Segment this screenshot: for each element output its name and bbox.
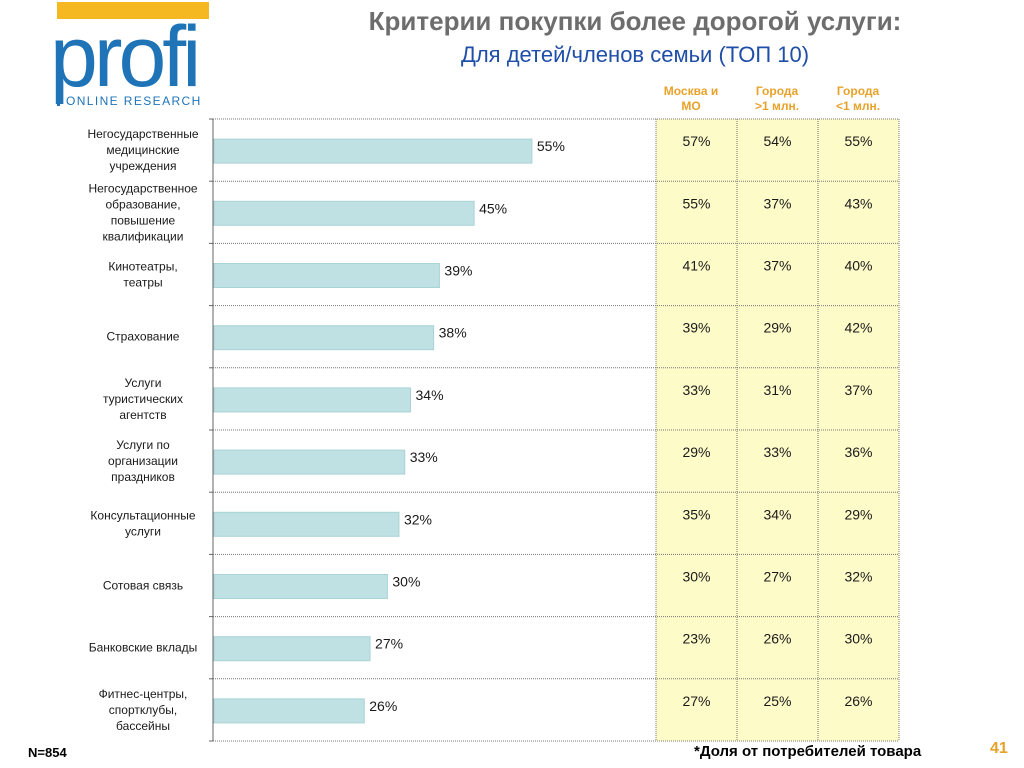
bar — [213, 387, 412, 413]
table-cell: 55% — [844, 133, 872, 149]
table-cell: 36% — [844, 444, 872, 460]
table-cell: 29% — [844, 506, 872, 522]
category-label: Услуги по — [116, 438, 170, 452]
category-label: Кинотеатры, — [108, 260, 177, 274]
category-label: повышение — [111, 213, 176, 227]
table-cell: 23% — [682, 631, 710, 647]
category-label: Услуги — [125, 376, 162, 390]
table-cell: 26% — [844, 693, 872, 709]
table-cell: 57% — [682, 133, 710, 149]
logo-wordmark: profi — [50, 9, 201, 105]
bar-value-label: 34% — [416, 387, 444, 403]
table-cell: 32% — [844, 569, 872, 585]
slide-subtitle: Для детей/членов семьи (ТОП 10) — [460, 42, 810, 67]
category-label: услуги — [125, 524, 161, 538]
category-label: Сотовая связь — [103, 579, 183, 593]
table-cell: 29% — [682, 444, 710, 460]
bar-value-label: 39% — [444, 263, 472, 279]
table-cell: 37% — [763, 195, 791, 211]
column-header-big-cities: Города >1 млн. — [754, 84, 800, 113]
logo-subtitle: ONLINE RESEARCH — [66, 94, 202, 108]
table-cell: 30% — [682, 569, 710, 585]
category-label: агентств — [119, 408, 166, 422]
sample-size: N=854 — [28, 745, 67, 760]
bar-value-label: 32% — [404, 511, 432, 527]
bar-value-label: 30% — [392, 574, 420, 590]
category-label: Страхование — [107, 330, 180, 344]
bar — [213, 511, 400, 537]
category-label: Негосударственное — [88, 181, 197, 195]
category-label: спортклубы, — [109, 703, 177, 717]
table-cell: 27% — [763, 569, 791, 585]
bar — [213, 698, 365, 724]
bar-value-label: 45% — [479, 200, 507, 216]
bar — [213, 636, 371, 662]
category-label: театры — [123, 276, 162, 290]
table-cell: 54% — [763, 133, 791, 149]
table-cell: 25% — [763, 693, 791, 709]
table-cell: 33% — [682, 382, 710, 398]
bar — [213, 263, 440, 288]
table-cell: 31% — [763, 382, 791, 398]
category-label: Консультационные — [90, 508, 196, 522]
category-label: медицинские — [106, 143, 180, 157]
category-label: Негосударственные — [87, 127, 198, 141]
category-label: Банковские вклады — [89, 641, 198, 655]
table-cell: 55% — [682, 195, 710, 211]
category-label: учреждения — [110, 159, 177, 173]
table-cell: 35% — [682, 506, 710, 522]
logo-bar — [57, 2, 209, 19]
footnote: *Доля от потребителей товара — [694, 743, 922, 760]
table-cell: 30% — [844, 631, 872, 647]
bar — [213, 574, 388, 599]
bar — [213, 325, 435, 351]
bar-value-label: 27% — [375, 636, 403, 652]
bar-value-label: 26% — [369, 698, 397, 714]
table-cell: 37% — [844, 382, 872, 398]
category-label: праздников — [111, 470, 175, 484]
table-cell: 40% — [844, 258, 872, 274]
bar-value-label: 38% — [439, 325, 467, 341]
category-label: бассейны — [116, 719, 170, 733]
bar-value-label: 55% — [537, 138, 565, 154]
category-label: Фитнес-центры, — [99, 687, 188, 701]
logo-rule — [57, 92, 60, 106]
page-number: 41 — [990, 740, 1008, 757]
bar — [213, 449, 406, 475]
table-cell: 43% — [844, 195, 872, 211]
table-cell: 33% — [763, 444, 791, 460]
table-cell: 34% — [763, 506, 791, 522]
table-cell: 37% — [763, 258, 791, 274]
category-label: организации — [108, 454, 178, 468]
slide-title: Критерии покупки более дорогой услуги: — [368, 6, 902, 36]
table-cell: 39% — [682, 320, 710, 336]
category-label: образование, — [105, 197, 180, 211]
table-cell: 26% — [763, 631, 791, 647]
table-cell: 27% — [682, 693, 710, 709]
table-cell: 42% — [844, 320, 872, 336]
table-cell: 41% — [682, 258, 710, 274]
table-cell: 29% — [763, 320, 791, 336]
column-header-moscow: Москва и МО — [663, 84, 719, 113]
column-header-small-cities: Города <1 млн. — [835, 84, 881, 113]
bar-value-label: 33% — [410, 449, 438, 465]
category-label: туристических — [103, 392, 183, 406]
bar — [213, 200, 475, 226]
category-label: квалификации — [103, 229, 184, 243]
bar — [213, 138, 533, 164]
